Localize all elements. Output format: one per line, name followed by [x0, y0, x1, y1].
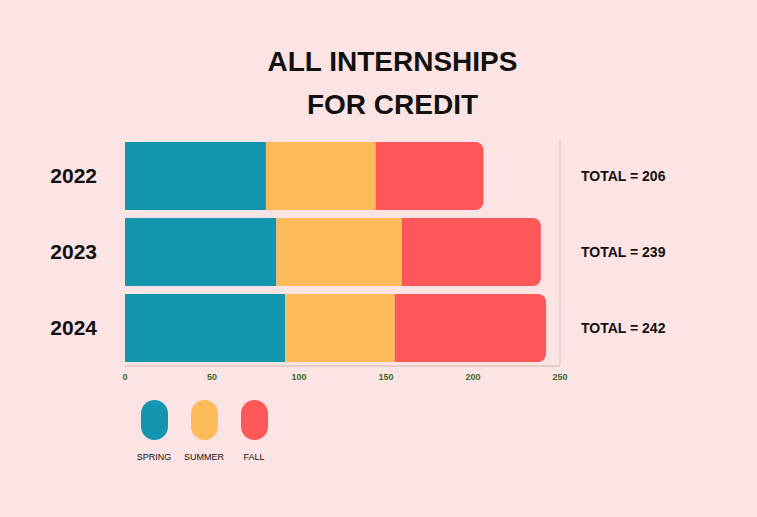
svg-text:2023: 2023 — [50, 240, 97, 263]
svg-text:250: 250 — [552, 372, 567, 382]
html-text:SUMMER: SUMMER — [184, 452, 224, 462]
svg-text:2024: 2024 — [50, 316, 97, 339]
svg-text:50: 50 — [207, 372, 217, 382]
svg-text:2022: 2022 — [50, 164, 97, 187]
svg-text:200: 200 — [465, 372, 480, 382]
svg-text:TOTAL = 206: TOTAL = 206 — [581, 168, 666, 184]
svg-text:150: 150 — [378, 372, 393, 382]
html-text:ALL INTERNSHIPS FOR CREDIT: ALL INTERNSHIPS FOR CREDIT — [267, 46, 518, 120]
html-text:FALL: FALL — [243, 452, 265, 462]
svg-text:TOTAL = 239: TOTAL = 239 — [581, 244, 666, 260]
svg-text:0: 0 — [122, 372, 127, 382]
svg-text:100: 100 — [291, 372, 306, 382]
html-text:SPRING: SPRING — [136, 452, 172, 462]
svg-text:TOTAL = 242: TOTAL = 242 — [581, 320, 666, 336]
